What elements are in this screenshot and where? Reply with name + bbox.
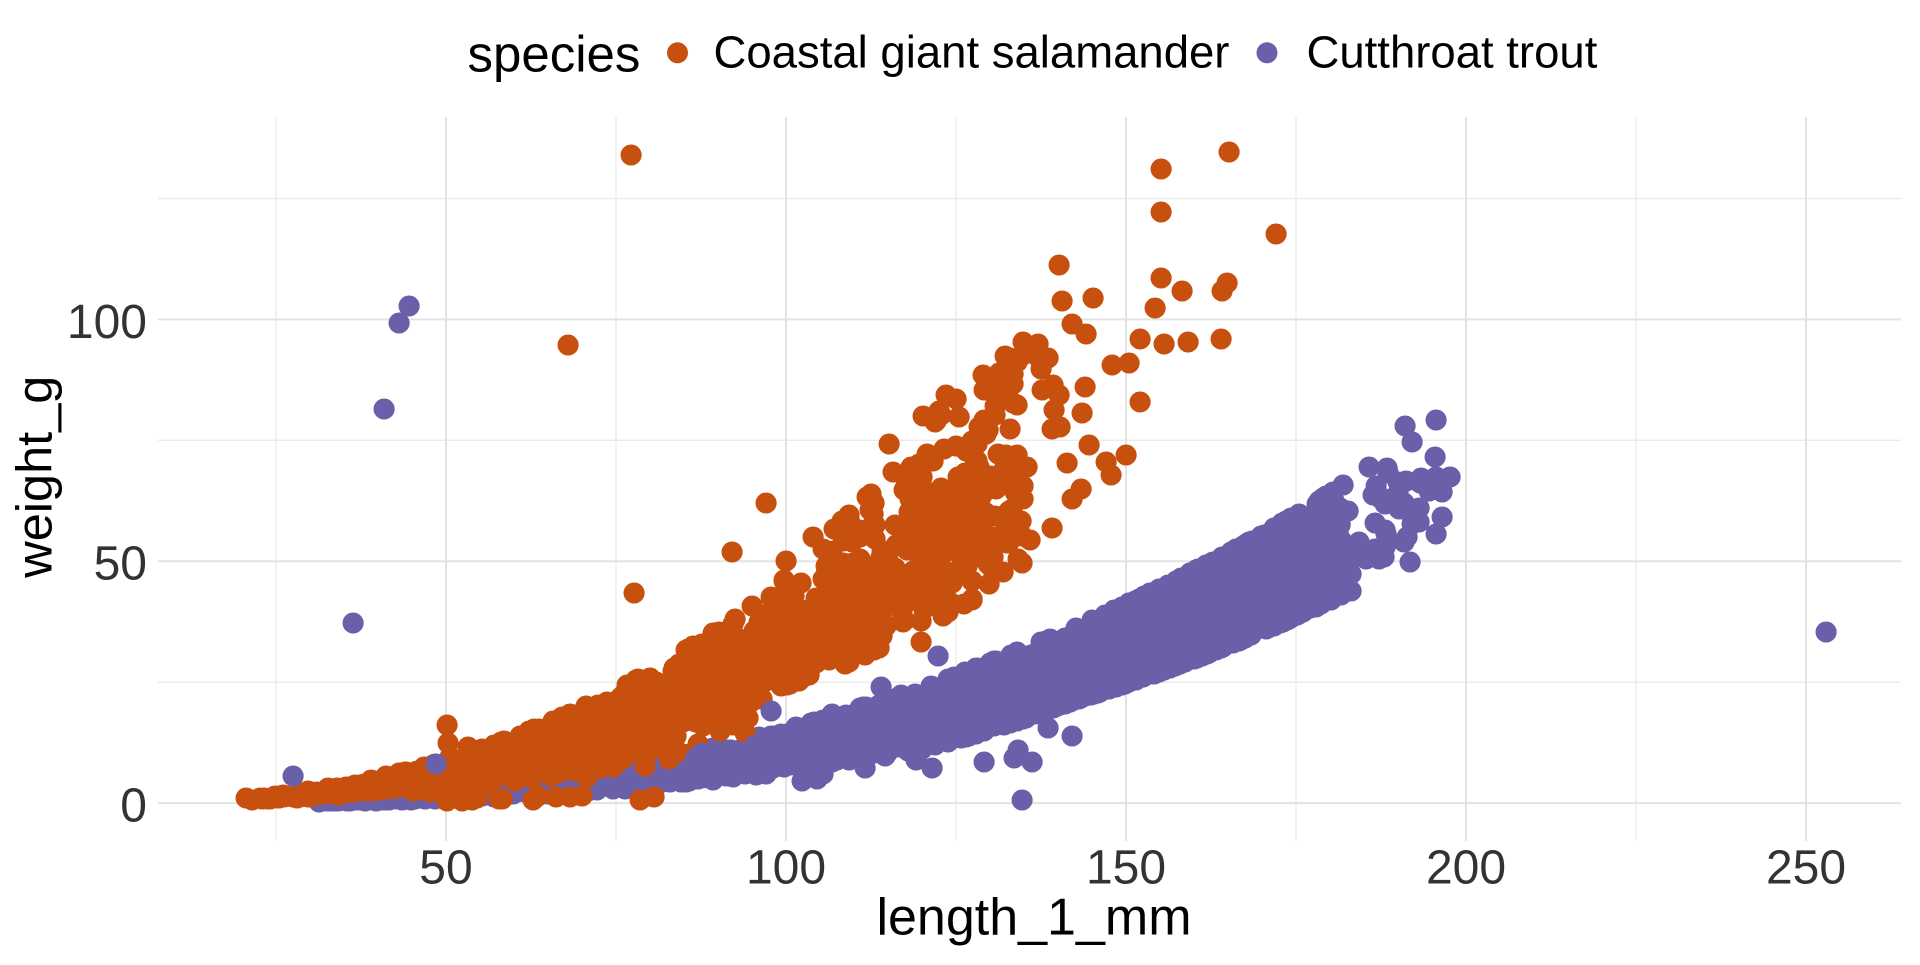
svg-text:species: species (468, 26, 641, 83)
svg-text:weight_g: weight_g (5, 376, 62, 579)
svg-text:50: 50 (94, 538, 147, 591)
svg-text:100: 100 (746, 842, 826, 895)
svg-text:0: 0 (120, 780, 147, 833)
svg-text:Coastal giant salamander: Coastal giant salamander (714, 27, 1230, 78)
svg-text:length_1_mm: length_1_mm (876, 889, 1191, 947)
svg-text:Cutthroat trout: Cutthroat trout (1307, 27, 1598, 78)
svg-text:100: 100 (67, 296, 147, 349)
svg-text:250: 250 (1766, 842, 1846, 895)
svg-text:50: 50 (419, 842, 472, 895)
svg-text:200: 200 (1426, 842, 1506, 895)
svg-text:150: 150 (1086, 842, 1166, 895)
